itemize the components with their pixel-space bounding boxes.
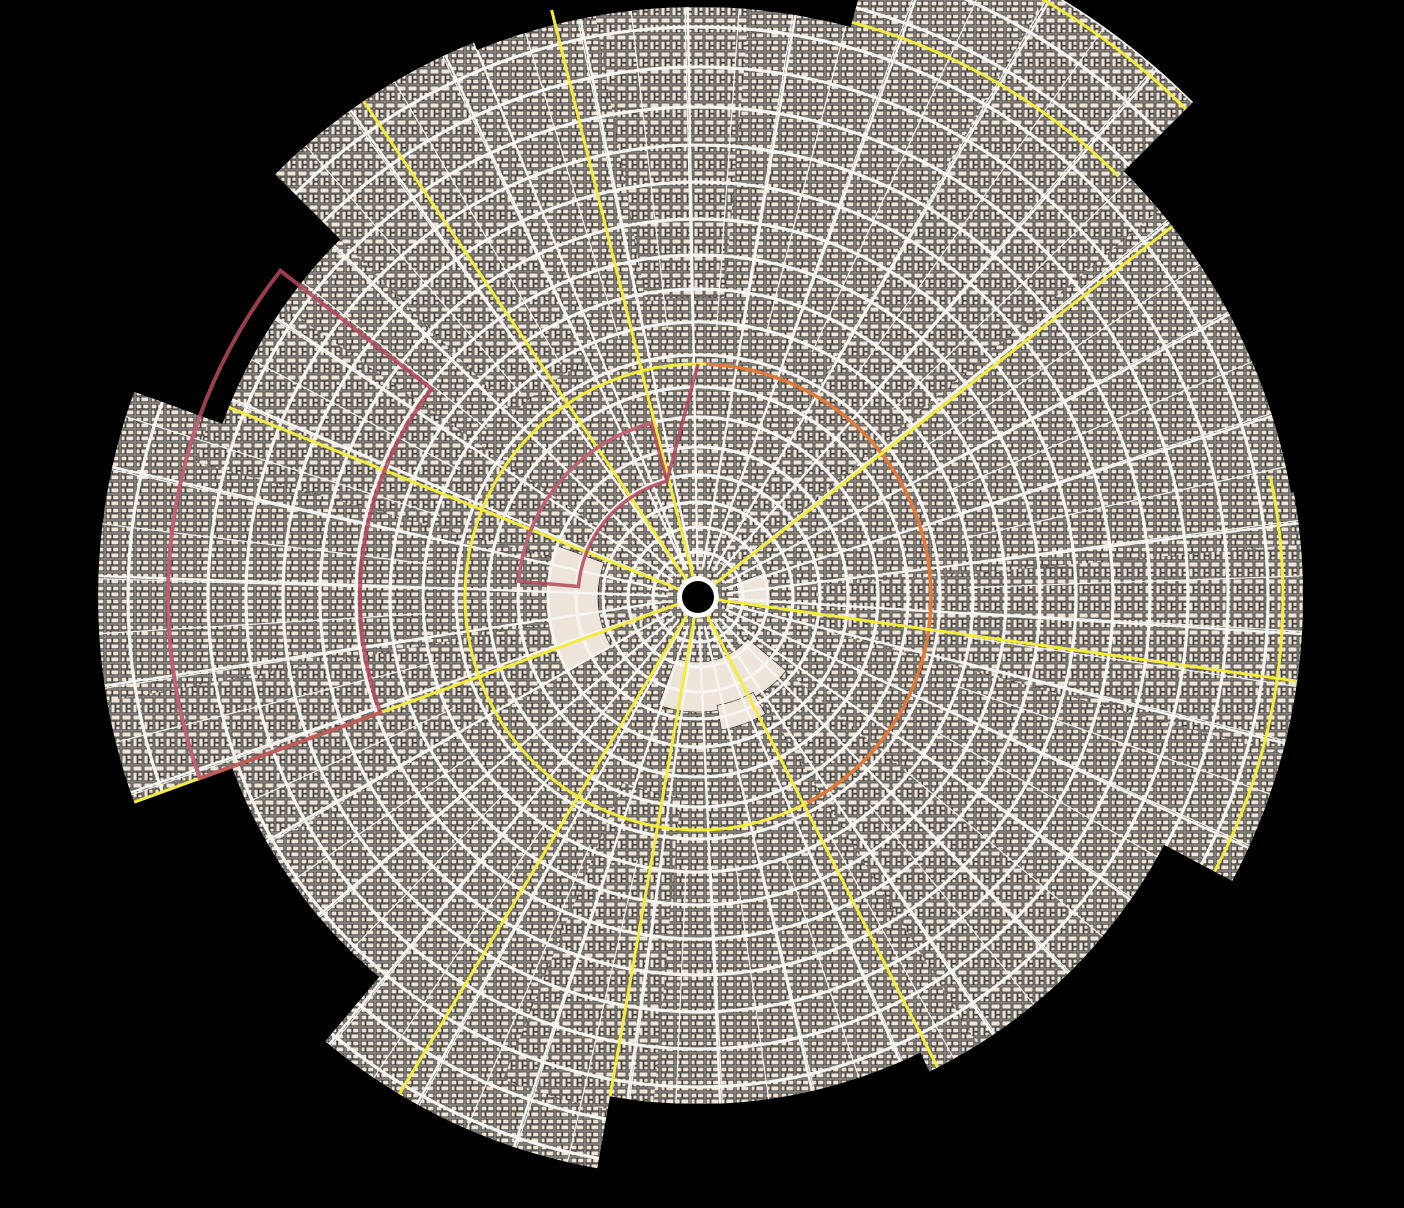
ring-road <box>486 385 910 809</box>
radial-street <box>596 626 695 1169</box>
radial-lane <box>550 0 644 333</box>
radial-lane <box>740 0 815 331</box>
radial-lane <box>410 844 591 1169</box>
radial-lane <box>964 636 1304 704</box>
radial-lane <box>961 440 1304 540</box>
radial-lane <box>965 505 1304 564</box>
radial-wall <box>705 614 940 1069</box>
radial-wall <box>712 225 1174 586</box>
radial-lane <box>98 661 437 772</box>
outer-wall-segment <box>1040 0 1187 111</box>
texture-sector <box>259 35 589 414</box>
radial-street <box>716 52 1172 576</box>
radial-lane <box>98 637 432 708</box>
radial-street <box>698 626 731 1169</box>
ring-road <box>388 287 1008 907</box>
radial-street <box>98 570 669 598</box>
radial-lane <box>967 571 1304 589</box>
central-plaza <box>677 576 719 618</box>
outer-wall-segment <box>851 20 1120 178</box>
ring-road <box>421 320 975 874</box>
ring-road <box>354 253 1042 941</box>
texture-sector <box>729 635 1127 1072</box>
radial-lane <box>98 508 431 565</box>
radial-lane <box>788 0 942 344</box>
city-walls <box>133 0 1298 1097</box>
radial-lane <box>967 611 1304 639</box>
radial-wall <box>717 598 1298 683</box>
radial-lane <box>98 574 429 590</box>
radial-street <box>684 0 699 568</box>
radial-street <box>712 0 1065 572</box>
radial-street <box>727 508 1304 595</box>
ring-road <box>626 525 770 669</box>
ring-road <box>574 473 822 721</box>
radial-lane <box>98 612 429 642</box>
open-blocks <box>547 545 787 731</box>
radial-lane <box>710 866 734 1169</box>
radial-lane <box>873 51 1169 393</box>
ring-road <box>206 105 1190 1089</box>
radial-wall <box>608 616 696 1097</box>
radial-lane <box>486 0 620 339</box>
ring-road <box>454 353 942 841</box>
ring-road <box>601 500 795 694</box>
radial-lane <box>716 0 749 328</box>
orange-ring-wall <box>705 362 933 805</box>
hub-icon <box>682 581 714 613</box>
radial-lane <box>759 859 864 1169</box>
ring-road <box>281 180 1115 1014</box>
radial-lane <box>471 853 614 1169</box>
radial-lane <box>98 443 435 541</box>
radial-lane <box>953 684 1304 832</box>
radial-lane <box>960 660 1304 769</box>
ring-road <box>516 415 880 779</box>
radial-lane <box>535 859 638 1169</box>
radial-lane <box>954 376 1304 516</box>
radial-lane <box>98 685 444 835</box>
radial-lane <box>666 866 687 1169</box>
radial-wall <box>398 613 689 1095</box>
radial-lane <box>600 864 663 1169</box>
radial-street <box>703 625 862 1169</box>
radial-lane <box>735 864 799 1169</box>
radial-lane <box>681 0 693 328</box>
outer-wall-segment <box>1213 475 1285 873</box>
radial-lane <box>806 843 989 1169</box>
radial-lane <box>765 0 879 336</box>
ring-road <box>244 143 1152 1051</box>
radial-lane <box>783 852 928 1169</box>
radial-lane <box>854 10 1117 378</box>
radial-wall <box>550 9 695 578</box>
radial-lane <box>833 0 1062 365</box>
radial-lane <box>811 0 1003 353</box>
red-quarter-wall <box>165 267 435 781</box>
radial-street <box>707 0 946 570</box>
ring-road <box>318 217 1078 977</box>
ring-road <box>546 445 850 749</box>
red-connector-wall <box>665 363 700 482</box>
radial-lane <box>98 379 441 517</box>
radial-lane <box>615 0 668 329</box>
radial-wall <box>362 100 689 582</box>
radial-wall <box>228 406 681 591</box>
radial-street <box>468 625 690 1169</box>
